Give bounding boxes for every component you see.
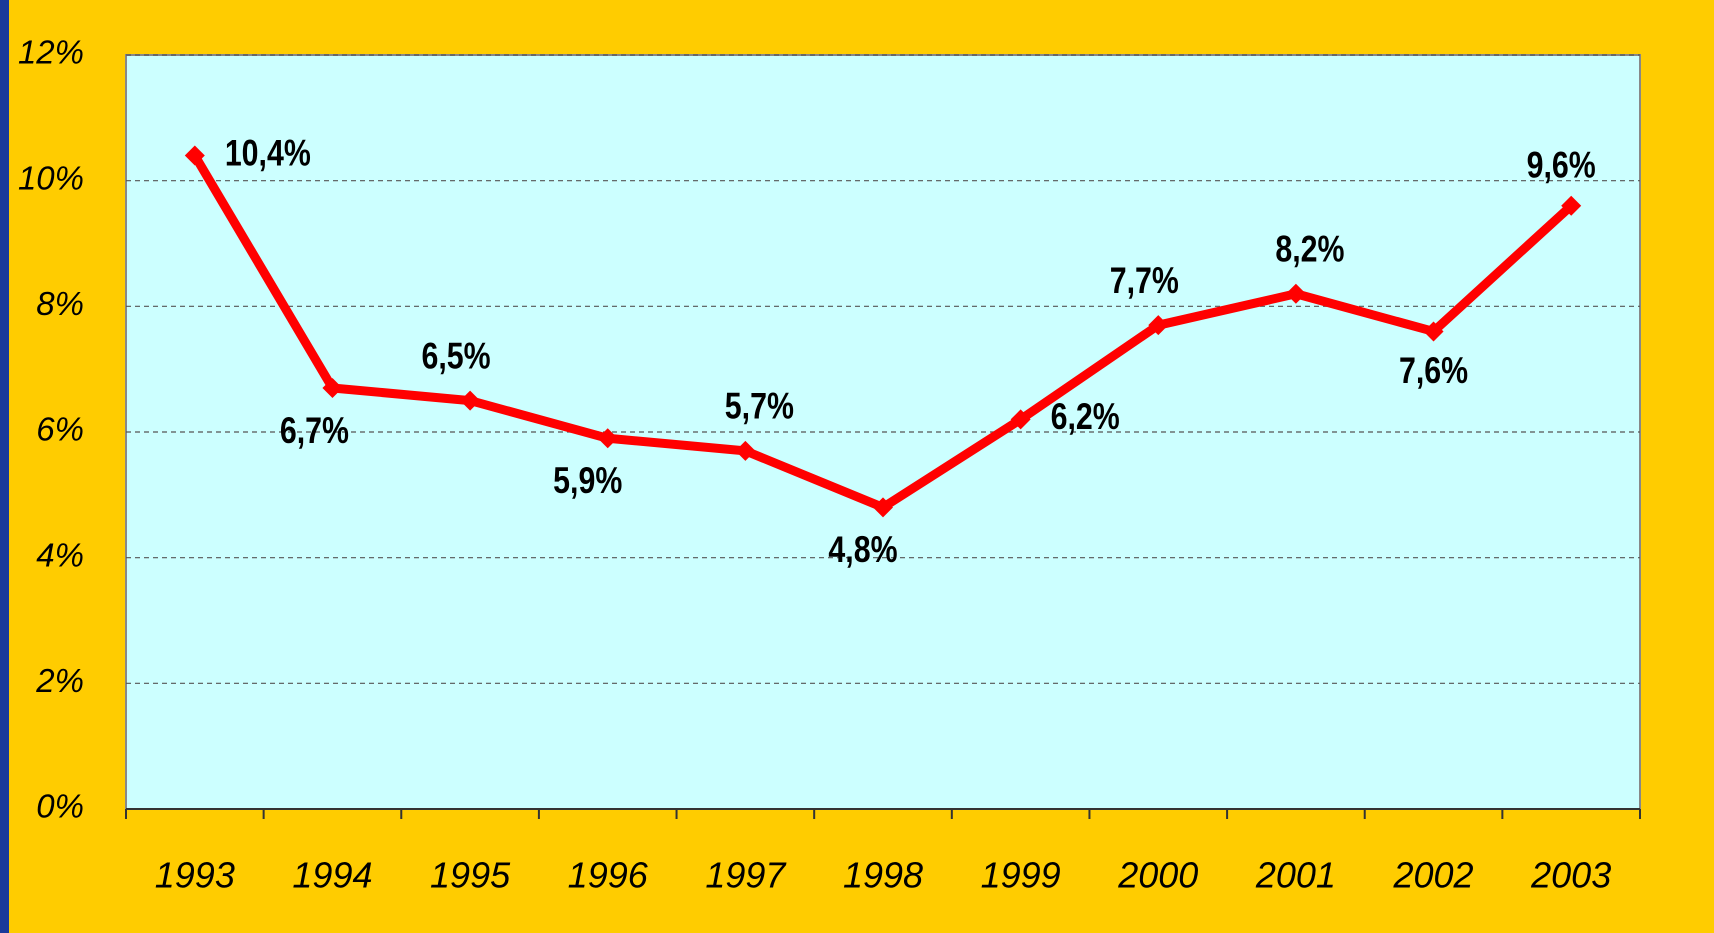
data-label: 7,7% [1110,260,1179,302]
y-tick-label: 12% [18,34,84,71]
point [735,440,756,461]
point [184,145,205,166]
data-label: 6,7% [280,410,349,452]
data-label: 6,5% [422,336,491,378]
x-tick-label: 2001 [1255,855,1336,896]
x-tick-label: 1998 [843,855,923,896]
data-label: 8,2% [1275,229,1344,271]
data-label: 7,6% [1399,350,1468,392]
y-tick-label: 4% [36,536,84,573]
point [1561,195,1582,216]
y-tick-label: 10% [18,159,84,196]
data-label: 9,6% [1527,145,1596,187]
point [460,390,481,411]
left-border [0,0,9,933]
data-label: 6,2% [1051,396,1120,438]
x-tick-label: 1999 [981,855,1061,896]
y-tick-label: 8% [36,285,84,322]
x-tick-label: 1993 [155,855,235,896]
x-tick-label: 1994 [292,855,372,896]
point [873,497,893,518]
x-tick-label: 2003 [1530,855,1611,896]
point [1010,409,1031,430]
point [597,428,618,449]
y-tick-label: 2% [35,662,84,699]
point [1148,315,1169,336]
x-tick-label: 2000 [1117,855,1198,896]
x-tick-label: 2002 [1392,855,1473,896]
point [322,378,343,399]
data-label: 5,9% [553,460,622,502]
x-tick-label: 1997 [705,855,787,896]
x-tick-label: 1995 [430,855,511,896]
data-label: 4,8% [828,529,897,571]
point [1423,321,1444,342]
data-label: 10,4% [225,133,311,175]
x-tick-label: 1996 [568,855,649,896]
y-tick-label: 6% [36,411,84,448]
y-tick-label: 0% [36,788,84,825]
data-label: 5,7% [725,386,794,428]
point [1285,283,1306,304]
